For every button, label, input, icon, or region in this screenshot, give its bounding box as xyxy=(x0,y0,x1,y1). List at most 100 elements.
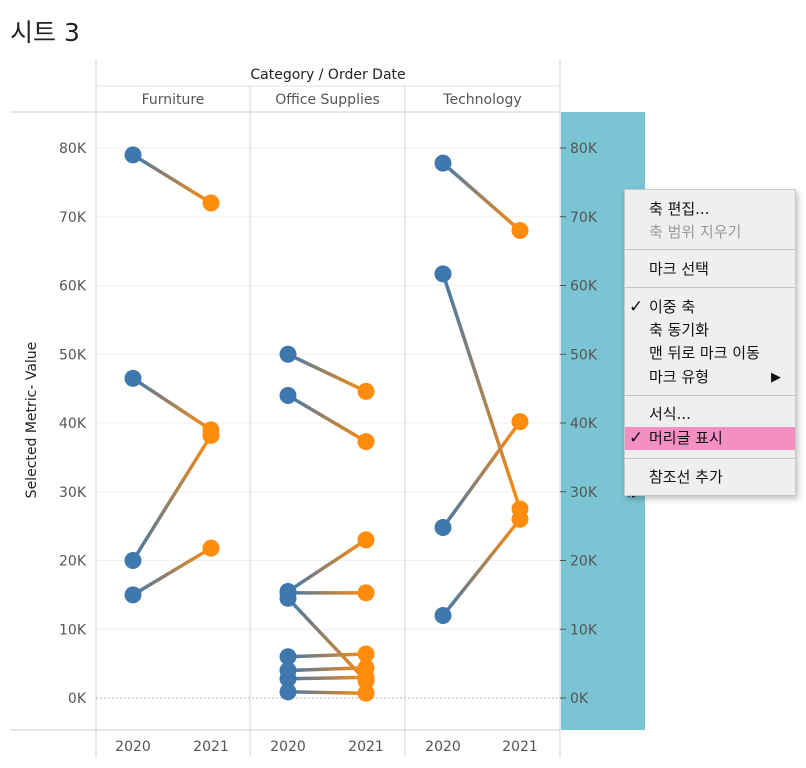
data-point-2020[interactable] xyxy=(279,683,297,701)
series-line[interactable] xyxy=(131,153,213,205)
right-y-tick-label: 20K xyxy=(570,554,598,570)
data-point-2020[interactable] xyxy=(434,265,452,283)
menu-item[interactable]: 축 편집... xyxy=(625,198,795,221)
right-y-tick-label: 80K xyxy=(570,141,598,157)
menu-item-label: 이중 축 xyxy=(649,298,696,316)
menu-item: 축 범위 지우기 xyxy=(625,221,795,244)
series-line[interactable] xyxy=(441,517,522,618)
series-line[interactable] xyxy=(286,352,368,394)
series-line[interactable] xyxy=(131,376,213,432)
submenu-arrow-icon: ▶ xyxy=(771,370,781,385)
menu-item[interactable]: 서식... xyxy=(625,403,795,426)
check-icon: ✓ xyxy=(629,297,644,317)
menu-item[interactable]: 참조선 추가 xyxy=(625,466,795,489)
menu-item-label: 서식... xyxy=(649,405,691,423)
right-y-tick-label: 0K xyxy=(570,691,589,707)
panel-header-office-supplies: Office Supplies xyxy=(275,92,380,108)
data-point-2021[interactable] xyxy=(357,668,375,686)
right-y-tick-label: 60K xyxy=(570,279,598,295)
data-point-2020[interactable] xyxy=(124,369,142,387)
left-y-tick-label: 60K xyxy=(59,279,87,295)
data-point-2021[interactable] xyxy=(357,433,375,451)
menu-item-label: 참조선 추가 xyxy=(649,468,723,486)
data-point-2020[interactable] xyxy=(279,670,297,688)
data-point-2020[interactable] xyxy=(434,519,452,536)
data-point-2020[interactable] xyxy=(124,552,142,569)
series-line[interactable] xyxy=(286,652,368,659)
series-line[interactable] xyxy=(131,433,213,563)
data-point-2020[interactable] xyxy=(279,387,297,404)
data-point-2020[interactable] xyxy=(279,648,297,666)
menu-item-label: 축 범위 지우기 xyxy=(649,223,742,241)
left-y-tick-label: 10K xyxy=(59,622,87,638)
left-y-tick-label: 20K xyxy=(59,554,87,570)
menu-item-label: 맨 뒤로 마크 이동 xyxy=(649,344,760,362)
data-point-2021[interactable] xyxy=(357,382,375,400)
series-line[interactable] xyxy=(441,161,522,233)
menu-item-label: 축 편집... xyxy=(649,200,710,218)
left-y-tick-label: 30K xyxy=(59,485,87,501)
columns-header-title: Category / Order Date xyxy=(250,67,405,83)
menu-item[interactable]: ✓ 이중 축 xyxy=(625,296,795,319)
menu-item[interactable]: ✓ 머리글 표시 xyxy=(625,427,795,450)
x-tick-label-2021: 2021 xyxy=(348,739,384,755)
left-y-axis-title: Selected Metric- Value xyxy=(24,342,40,499)
data-point-2020[interactable] xyxy=(279,589,297,607)
data-point-2020[interactable] xyxy=(279,345,297,363)
menu-item-label: 머리글 표시 xyxy=(649,429,723,447)
data-point-2020[interactable] xyxy=(434,607,452,624)
menu-item[interactable]: 축 동기화 xyxy=(625,319,795,342)
data-point-2021[interactable] xyxy=(202,426,220,444)
series-line[interactable] xyxy=(286,538,368,594)
right-y-tick-label: 50K xyxy=(570,347,598,363)
data-point-2021[interactable] xyxy=(511,222,529,239)
sheet-title: 시트 3 xyxy=(10,18,80,47)
menu-item[interactable]: 마크 선택 xyxy=(625,258,795,281)
data-point-2021[interactable] xyxy=(202,194,220,212)
panel-header-furniture: Furniture xyxy=(142,92,205,108)
right-y-tick-label: 40K xyxy=(570,416,598,432)
left-y-tick-label: 40K xyxy=(59,416,87,432)
series-line[interactable] xyxy=(441,419,522,530)
data-point-2021[interactable] xyxy=(357,645,375,663)
menu-separator xyxy=(625,395,795,396)
left-y-tick-label: 70K xyxy=(59,210,87,226)
data-point-2020[interactable] xyxy=(434,154,452,172)
right-y-tick-label: 30K xyxy=(570,485,598,501)
series-line[interactable] xyxy=(286,690,368,695)
x-tick-label-2020: 2020 xyxy=(270,739,306,755)
right-y-tick-label: 70K xyxy=(570,210,598,226)
left-y-tick-label: 50K xyxy=(59,347,87,363)
data-point-2020[interactable] xyxy=(124,146,142,164)
data-point-2021[interactable] xyxy=(202,539,220,557)
x-tick-label-2021: 2021 xyxy=(502,739,538,755)
menu-separator xyxy=(625,287,795,288)
menu-separator xyxy=(625,458,795,459)
menu-item-label: 마크 선택 xyxy=(649,260,709,278)
menu-item-label: 마크 유형 xyxy=(649,368,709,386)
menu-item[interactable]: 마크 유형 ▶ xyxy=(625,366,795,389)
series-line[interactable] xyxy=(286,675,368,681)
panel-header-technology: Technology xyxy=(442,92,521,108)
series-line[interactable] xyxy=(286,666,368,673)
data-point-2021[interactable] xyxy=(357,584,375,602)
check-icon: ✓ xyxy=(629,428,644,448)
data-point-2021[interactable] xyxy=(511,413,529,431)
left-y-tick-label: 0K xyxy=(68,691,87,707)
series-line[interactable] xyxy=(286,393,368,444)
data-point-2021[interactable] xyxy=(357,531,375,549)
left-y-tick-label: 80K xyxy=(59,141,87,157)
data-point-2021[interactable] xyxy=(357,684,375,702)
menu-item-label: 축 동기화 xyxy=(649,321,709,339)
x-tick-label-2021: 2021 xyxy=(193,739,229,755)
right-y-tick-label: 10K xyxy=(570,622,598,638)
x-tick-label-2020: 2020 xyxy=(115,739,151,755)
series-line[interactable] xyxy=(131,546,213,597)
menu-separator xyxy=(625,249,795,250)
x-tick-label-2020: 2020 xyxy=(425,739,461,755)
data-point-2021[interactable] xyxy=(511,510,529,528)
data-point-2020[interactable] xyxy=(124,586,142,604)
menu-item[interactable]: 맨 뒤로 마크 이동 xyxy=(625,342,795,365)
series-line[interactable] xyxy=(441,272,522,511)
